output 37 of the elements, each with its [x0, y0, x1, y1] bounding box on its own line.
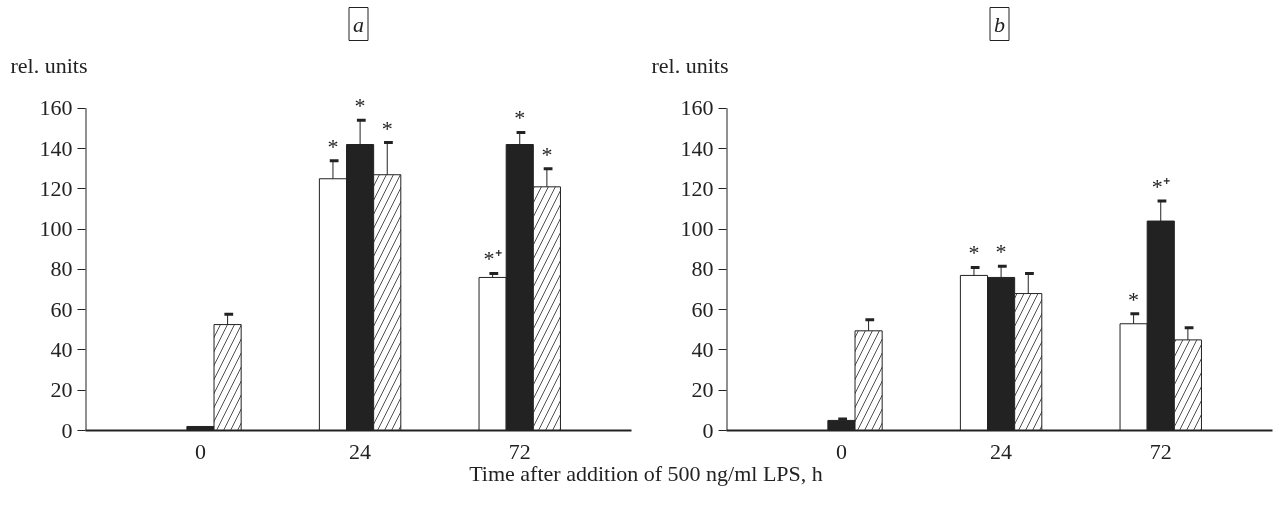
y-tick-label: 100 — [39, 216, 73, 242]
data-label: * — [354, 93, 366, 119]
y-axis-title: rel. units — [10, 52, 88, 78]
y-tick-label: 160 — [680, 95, 714, 121]
data-label: *⁺ — [483, 246, 502, 272]
y-tick-label: 60 — [691, 296, 714, 322]
y-tick-label: 20 — [50, 377, 73, 403]
x-tick-label: 24 — [990, 438, 1013, 464]
chart-title: a — [353, 11, 364, 37]
y-tick-label: 40 — [50, 336, 73, 362]
data-label: * — [514, 105, 526, 131]
data-label: * — [1128, 286, 1140, 312]
y-tick-label: 140 — [680, 135, 714, 161]
y-tick-label: 120 — [39, 175, 73, 201]
data-label: * — [541, 141, 553, 167]
y-tick-label: 0 — [61, 417, 73, 443]
y-tick-label: 120 — [680, 175, 714, 201]
chart-title: b — [994, 11, 1005, 37]
data-label: * — [381, 115, 393, 141]
y-tick-label: 60 — [50, 296, 73, 322]
x-tick-label: 72 — [1149, 438, 1172, 464]
y-tick-label: 100 — [680, 216, 714, 242]
y-tick-label: 80 — [691, 256, 714, 282]
data-label: * — [995, 239, 1007, 265]
y-tick-label: 20 — [691, 377, 714, 403]
data-label: *⁺ — [1151, 173, 1170, 199]
data-label: * — [968, 240, 980, 266]
data-label: * — [327, 133, 339, 159]
y-tick-label: 80 — [50, 256, 73, 282]
y-tick-label: 40 — [691, 336, 714, 362]
y-tick-label: 0 — [702, 417, 714, 443]
x-tick-label: 0 — [835, 438, 847, 464]
x-tick-label: 24 — [349, 438, 372, 464]
y-axis-title: rel. units — [651, 52, 729, 78]
y-tick-label: 160 — [39, 95, 73, 121]
y-tick-label: 140 — [39, 135, 73, 161]
x-tick-label: 0 — [194, 438, 206, 464]
